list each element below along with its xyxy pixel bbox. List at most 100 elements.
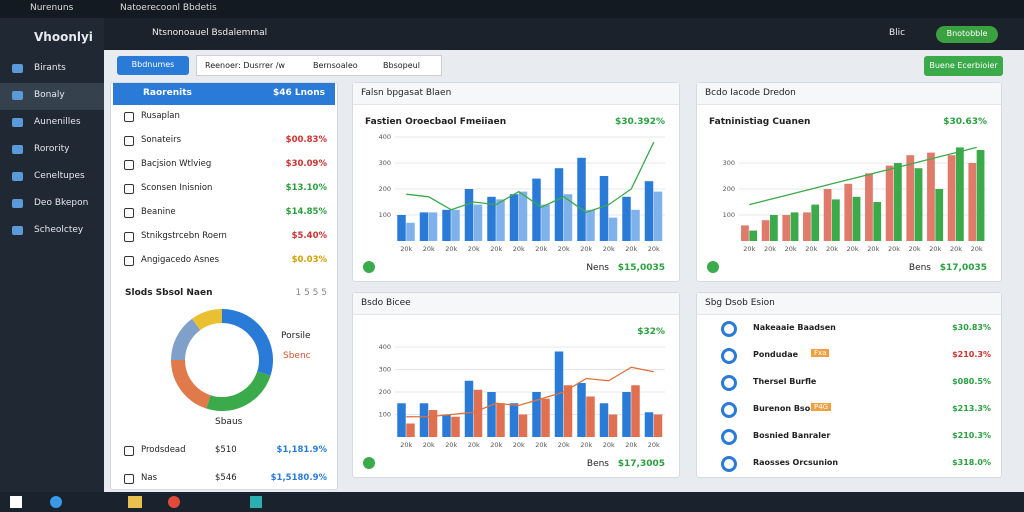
x-tick-label: 20k (558, 441, 570, 449)
bar (397, 403, 406, 437)
app-icon[interactable] (128, 496, 142, 508)
x-tick-label: 20k (490, 441, 502, 449)
bar (397, 215, 406, 241)
list-row[interactable]: Bacjsion Wtlvieg $30.09% (111, 155, 337, 175)
donut-slice (171, 359, 211, 409)
x-tick-label: 20k (468, 441, 480, 449)
x-tick-label: 20k (625, 245, 637, 253)
y-tick-label: 300 (379, 159, 391, 167)
rank-name: Thersel Burfle (753, 377, 817, 386)
x-tick-label: 20k (888, 245, 900, 253)
list-row[interactable]: Sonateirs $00.83% (111, 131, 337, 151)
row-label: Prodsdead (141, 445, 186, 455)
list-row[interactable]: Beanine $14.85% (111, 203, 337, 223)
bar (599, 403, 609, 437)
panel-title: Falsn bpgasat Blaen (353, 83, 679, 105)
row-label: Sonateirs (141, 135, 182, 145)
bar (873, 202, 882, 241)
app-icon[interactable] (250, 496, 262, 508)
x-tick-label: 20k (400, 245, 412, 253)
row-value: $1,5180.9% (270, 473, 327, 483)
row-label: Beanine (141, 207, 176, 217)
bar (518, 191, 528, 241)
chart-subtitle: Fastien Oroecbaol Fmeiiaen (365, 117, 507, 127)
bar (496, 199, 505, 241)
bar (532, 392, 541, 437)
header-button[interactable]: Bnotobble (936, 26, 998, 43)
nav-item[interactable]: Rorority (0, 137, 104, 164)
list-row[interactable]: Sconsen Inisnion $13.10% (111, 179, 337, 199)
nav-item[interactable]: Scheolctey (0, 218, 104, 245)
rank-row[interactable]: Burenon Bsoniee P4G $213.3% (707, 398, 999, 424)
x-tick-label: 20k (423, 441, 435, 449)
list-row[interactable]: Rusaplan (111, 107, 337, 127)
bar (541, 204, 550, 241)
rank-value: $080.5% (952, 377, 991, 386)
x-tick-label: 20k (490, 245, 502, 253)
rank-icon (721, 375, 737, 391)
rank-row[interactable]: Nakeaaie Baadsen $30.83% (707, 317, 999, 343)
tab[interactable]: Natoerecoonl Bbdetis (120, 3, 217, 13)
y-tick-label: 200 (379, 185, 391, 193)
rank-row[interactable]: Bosnied Banraler $210.3% (707, 425, 999, 451)
bar (976, 150, 985, 241)
x-tick-label: 20k (423, 245, 435, 253)
bar (554, 351, 564, 437)
bar (464, 380, 474, 437)
rank-row[interactable]: Thersel Burfle $080.5% (707, 371, 999, 397)
toolbar-button[interactable]: Bbdnumes (117, 56, 189, 75)
nav-item[interactable]: Deo Bkepon (0, 191, 104, 218)
browser-strip: Nurenuns Natoerecoonl Bbdetis (0, 0, 1024, 18)
bar-chart: 100 200 300 20k 20k 20k 20k 20k 20k 20k 20k 20k 20k 2… (723, 146, 987, 253)
list-row[interactable]: Stnikgstrcebn Roern $5.40% (111, 227, 337, 247)
bar (608, 217, 618, 241)
x-tick-label: 20k (535, 245, 547, 253)
rank-row[interactable]: Pondudae Fxa $210.3% (707, 344, 999, 370)
rank-value: $318.0% (952, 458, 991, 467)
bar (473, 389, 483, 437)
bar (608, 414, 618, 437)
filter[interactable]: Reenoer: Dusrrer /w (205, 61, 285, 70)
nav-item[interactable]: Bonaly (0, 83, 104, 110)
filter-bar: Reenoer: Dusrrer /w Bernsoaleo Bbsopeul (196, 55, 442, 76)
rank-name: Pondudae (753, 350, 799, 359)
rank-tag: Fxa (811, 349, 830, 357)
nav-item[interactable]: Birants (0, 56, 104, 83)
x-tick-label: 20k (847, 245, 859, 253)
app-icon[interactable] (168, 496, 180, 508)
tab[interactable]: Nurenuns (30, 3, 74, 13)
bar (406, 222, 415, 241)
chart-value: $32% (637, 327, 665, 337)
bar (577, 383, 586, 437)
nav-item[interactable]: Ceneltupes (0, 164, 104, 191)
bar (419, 212, 429, 241)
list-row[interactable]: Angigacedo Asnes $0.03% (111, 251, 337, 271)
row-label: Rusaplan (141, 111, 180, 121)
start[interactable] (10, 496, 22, 508)
filter[interactable]: Bernsoaleo (313, 61, 358, 70)
bar (790, 212, 799, 241)
x-tick-label: 20k (400, 441, 412, 449)
bar (653, 191, 663, 241)
action-button[interactable]: Buene Ecerbioier (924, 56, 1003, 76)
row-value: $14.85% (285, 207, 327, 217)
x-tick-label: 20k (867, 245, 879, 253)
filter[interactable]: Bbsopeul (383, 61, 420, 70)
rank-row[interactable]: Raosses Orcsunion $318.0% (707, 452, 999, 478)
list-header[interactable]: Raorenits $46 Lnons (113, 83, 335, 105)
bar (935, 189, 944, 241)
chart-value: $30.63% (943, 117, 987, 127)
x-tick-label: 20k (826, 245, 838, 253)
row-amount: $546 (215, 473, 237, 483)
app-icon[interactable] (50, 496, 62, 508)
bar (811, 204, 820, 241)
donut-slice (221, 309, 273, 376)
y-tick-label: 200 (723, 185, 735, 193)
x-tick-label: 20k (445, 245, 457, 253)
bar (554, 168, 564, 241)
row-amount: $510 (215, 445, 237, 455)
footer-label: Nens (586, 263, 609, 273)
x-tick-label: 20k (929, 245, 941, 253)
nav-item[interactable]: Aunenilles (0, 110, 104, 137)
